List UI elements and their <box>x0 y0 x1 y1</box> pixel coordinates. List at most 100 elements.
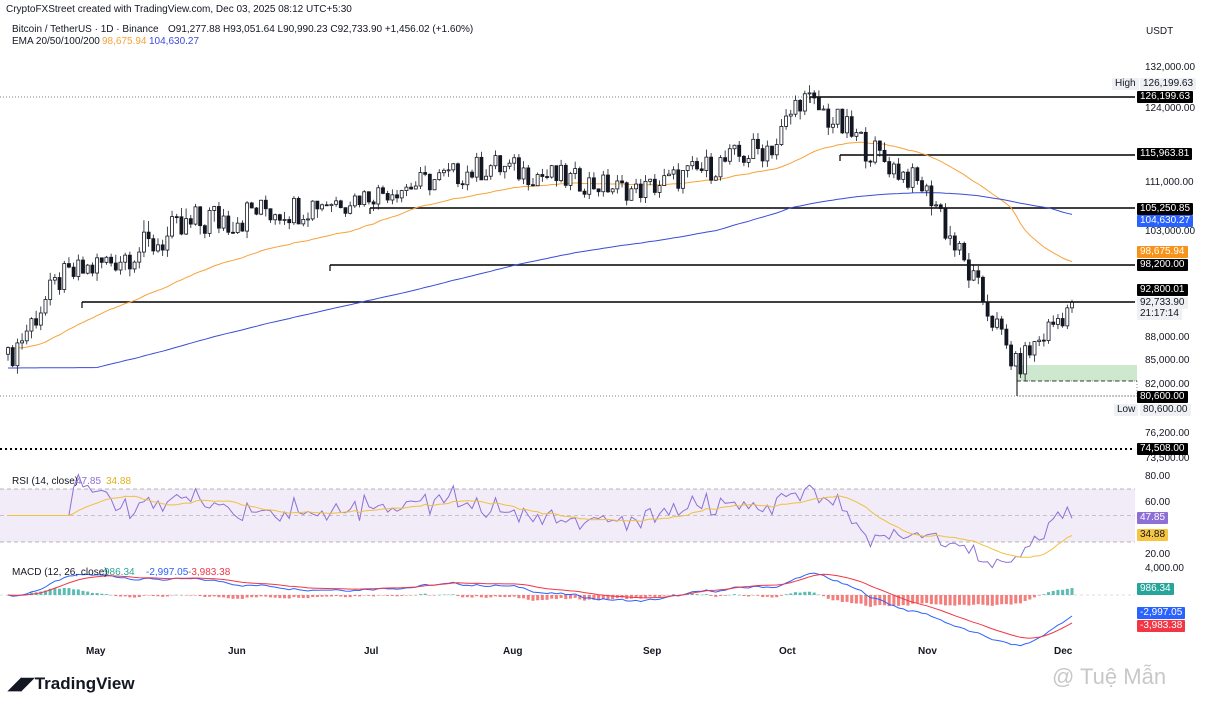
macd-hist-bar <box>606 595 610 600</box>
macd-hist-bar <box>704 594 708 595</box>
macd-hist-bar <box>948 595 952 606</box>
macd-hist-bar <box>165 595 169 597</box>
candle-up <box>320 204 324 210</box>
macd-hist-bar <box>301 595 305 599</box>
macd-hist-bar <box>348 595 352 598</box>
author-watermark: @ Tuệ Mẫn <box>1052 664 1167 689</box>
macd-hist-bar <box>456 595 460 597</box>
ema-legend-label[interactable]: EMA 20/50/100/200 <box>12 36 100 47</box>
macd-hist-bar <box>634 595 638 598</box>
candle-down <box>868 160 873 163</box>
last-price-tag: 92,733.90 <box>1137 297 1188 309</box>
candle-down <box>160 244 165 251</box>
candle-up <box>788 113 793 117</box>
macd-hist-bar <box>250 595 254 598</box>
candle-down <box>826 108 831 128</box>
candle-up <box>713 176 718 181</box>
macd-hist-bar <box>1032 595 1037 598</box>
macd-hist-bar <box>643 595 647 598</box>
candle-up <box>85 264 90 274</box>
candle-up <box>549 165 554 178</box>
macd-hist-bar <box>259 595 263 597</box>
candle-down <box>563 164 568 186</box>
candle-down <box>915 167 920 181</box>
rsi-label[interactable]: RSI (14, close) <box>12 476 79 487</box>
candle-down <box>545 176 549 178</box>
rsi-tick: 80.00 <box>1145 471 1171 482</box>
candle-up <box>465 171 470 186</box>
macd-hist-bar <box>545 595 549 600</box>
candle-up <box>1065 307 1070 327</box>
macd-hist-bar <box>770 595 774 598</box>
candle-down <box>385 193 390 201</box>
macd-hist-bar <box>845 595 849 602</box>
macd-hist-bar <box>254 595 258 598</box>
macd-hist-bar <box>1014 595 1018 604</box>
rsi-value-tag: 47.85 <box>1137 512 1169 524</box>
candle-down <box>287 219 292 224</box>
tradingview-logo-text: TradingView <box>34 674 135 693</box>
macd-hist-bar <box>297 595 301 598</box>
candle-down <box>591 177 596 190</box>
macd-hist-bar <box>142 595 146 596</box>
candle-down <box>99 257 104 263</box>
candle-down <box>1009 344 1013 367</box>
macd-hist-bar <box>118 595 123 597</box>
macd-hist-bar <box>268 595 273 598</box>
macd-hist-bar <box>465 595 469 598</box>
macd-hist-bar <box>929 595 933 605</box>
level-tag-115963: 115,963.81 <box>1137 148 1193 160</box>
macd-hist-bar <box>503 595 507 598</box>
candle-down <box>695 161 699 170</box>
macd-hist-bar <box>751 595 755 596</box>
candle-down <box>966 259 971 281</box>
month-label: Aug <box>503 646 523 657</box>
macd-hist-bar <box>976 595 980 605</box>
macd-hist-bar <box>498 595 502 598</box>
macd-hist-bar <box>859 595 863 604</box>
symbol-title[interactable]: Bitcoin / TetherUS · 1D · Binance <box>12 24 159 35</box>
currency-label: USDT <box>1146 26 1174 37</box>
candle-down <box>770 145 774 156</box>
macd-hist-bar <box>522 595 526 599</box>
candle-down <box>816 97 821 111</box>
macd-hist-bar <box>137 595 141 598</box>
macd-hist-bar <box>400 595 404 596</box>
candle-down <box>263 199 268 210</box>
macd-hist-bar <box>343 595 347 598</box>
price-tick: 111,000.00 <box>1145 177 1194 188</box>
macd-hist-bar <box>423 593 427 595</box>
candle-up <box>273 214 278 221</box>
candle-up <box>662 175 667 186</box>
month-label: Sep <box>643 646 662 657</box>
macd-hist-bar <box>1028 595 1032 600</box>
macd-hist-bar <box>325 595 329 597</box>
candle-down <box>531 184 535 187</box>
candle-down <box>1004 328 1009 346</box>
macd-hist-bar <box>892 595 896 606</box>
macd-hist-bar <box>822 595 826 597</box>
candle-down <box>371 201 376 205</box>
tradingview-logo[interactable]: ◢◤ TradingView <box>8 674 135 694</box>
macd-hist-bar <box>283 595 287 599</box>
candle-down <box>741 155 746 163</box>
macd-hist-bar <box>147 595 151 596</box>
candle-up <box>957 242 962 251</box>
rsi-value: 47.85 <box>76 476 102 487</box>
candle-up <box>43 299 48 314</box>
candle-up <box>685 165 690 171</box>
candle-down <box>938 204 943 210</box>
macd-hist-bar <box>320 595 324 597</box>
macd-hist-bar <box>953 595 957 606</box>
macd-hist-bar <box>179 595 183 596</box>
price-tick: 132,000.00 <box>1145 62 1196 73</box>
candle-up <box>1070 302 1074 309</box>
candle-down <box>756 138 760 149</box>
candle-up <box>132 261 137 270</box>
macd-hist-bar <box>1047 592 1051 595</box>
candle-up <box>76 259 81 277</box>
macd-hist-bar <box>981 595 985 605</box>
macd-label[interactable]: MACD (12, 26, close) <box>12 567 108 578</box>
candle-up <box>24 330 29 342</box>
